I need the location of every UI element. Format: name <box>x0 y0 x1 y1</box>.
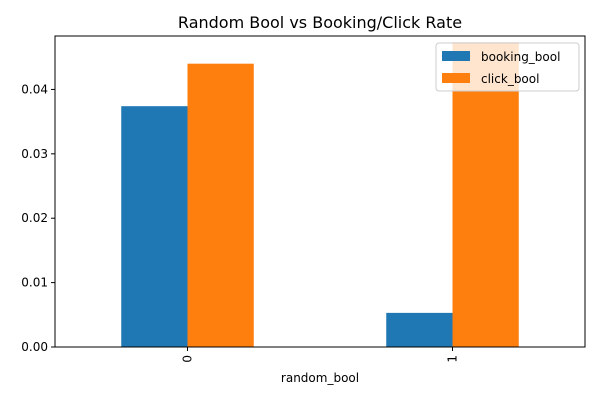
x-tick-label: 1 <box>446 355 460 363</box>
y-tick-label: 0.02 <box>21 211 48 225</box>
chart-title: Random Bool vs Booking/Click Rate <box>178 13 462 32</box>
legend-label-booking_bool: booking_bool <box>481 50 560 64</box>
y-tick-label: 0.04 <box>21 82 48 96</box>
bar-click_bool-0 <box>187 63 254 347</box>
legend-swatch-click_bool <box>442 73 470 83</box>
plot-area: 0.00 0.01 0.02 0.03 0.04 0 1 booking_bool click_… <box>21 35 586 363</box>
x-tick-label: 0 <box>181 355 195 363</box>
bar-booking_bool-0 <box>121 106 188 347</box>
y-tick-label: 0.00 <box>21 340 48 354</box>
legend-swatch-booking_bool <box>442 51 470 61</box>
bar-click_bool-1 <box>452 42 519 347</box>
axes-frame <box>54 35 586 348</box>
legend-box <box>435 42 580 92</box>
y-tick-label: 0.03 <box>21 147 48 161</box>
bar-booking_bool-1 <box>386 312 453 347</box>
x-axis-title: random_bool <box>281 371 359 385</box>
y-tick-label: 0.01 <box>21 276 48 290</box>
legend-label-click_bool: click_bool <box>481 72 539 86</box>
